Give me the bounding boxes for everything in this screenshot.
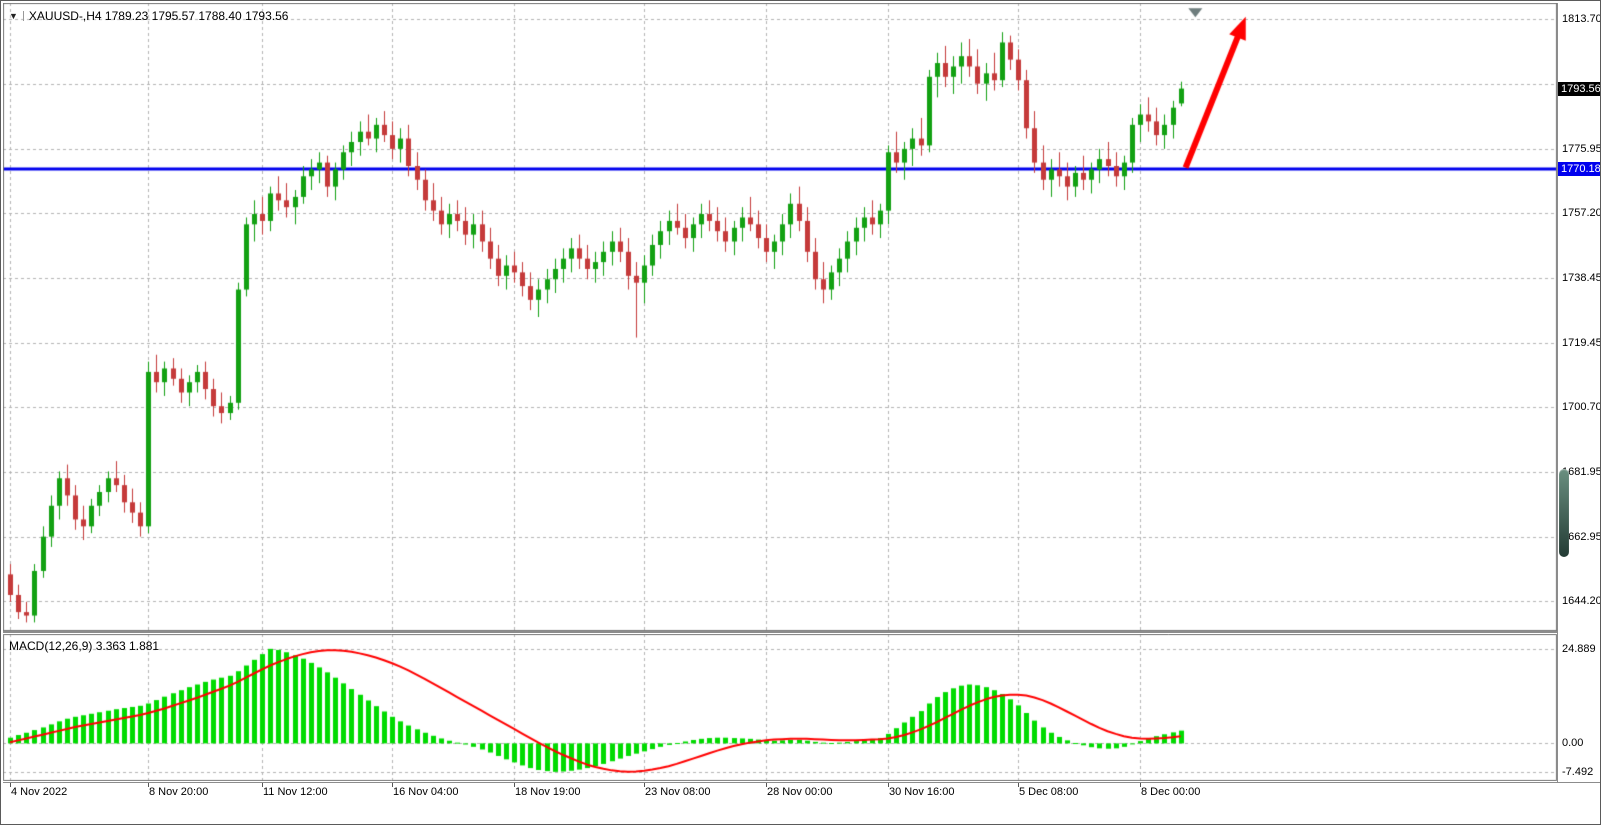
time-axis-tick — [644, 783, 645, 787]
scrollbar-thumb[interactable] — [1559, 469, 1569, 557]
time-axis-tick — [514, 783, 515, 787]
price-axis-label: 1662.95 — [1562, 530, 1601, 543]
time-axis-tick — [262, 783, 263, 787]
price-axis-label: 1719.45 — [1562, 336, 1601, 349]
macd-indicator-label: MACD(12,26,9) 3.363 1.881 — [9, 639, 160, 653]
price-axis-label: 1644.20 — [1562, 595, 1601, 608]
ohlc-header: ▼ XAUUSD-,H4 1789.23 1795.57 1788.40 179… — [9, 9, 288, 23]
time-axis-label: 11 Nov 12:00 — [263, 786, 328, 798]
pane-separator[interactable] — [3, 631, 1557, 633]
macd-axis-label: -7.492 — [1562, 765, 1594, 778]
symbol-dropdown-icon[interactable]: ▼ — [9, 11, 24, 21]
price-axis-label: 1681.95 — [1562, 465, 1601, 478]
price-axis-label: 1775.95 — [1562, 143, 1601, 156]
time-axis-tick — [10, 783, 11, 787]
time-axis-label: 30 Nov 16:00 — [889, 786, 955, 798]
price-axis-label: 1813.70 — [1562, 13, 1601, 26]
time-axis-label: 28 Nov 00:00 — [767, 786, 833, 798]
time-axis-tick — [392, 783, 393, 787]
time-axis-tick — [888, 783, 889, 787]
time-axis-label: 23 Nov 08:00 — [645, 786, 711, 798]
main-chart-canvas[interactable] — [3, 3, 1557, 631]
macd-indicator-canvas[interactable] — [3, 634, 1557, 781]
time-axis-tick — [148, 783, 149, 787]
time-axis-tick — [1140, 783, 1141, 787]
price-axis-label: 1700.70 — [1562, 401, 1601, 414]
time-axis-tick — [766, 783, 767, 787]
time-axis-label: 16 Nov 04:00 — [393, 786, 459, 798]
ohlc-text: XAUUSD-,H4 1789.23 1795.57 1788.40 1793.… — [28, 9, 289, 23]
time-axis[interactable]: 4 Nov 2022 8 Nov 20:00 11 Nov 12:00 16 Nov … — [3, 783, 1557, 807]
price-axis-label: 1738.45 — [1562, 271, 1601, 284]
hline-price-tag: 1770.18 — [1558, 161, 1600, 176]
price-axis-label: 1757.20 — [1562, 207, 1601, 220]
current-price-tag: 1793.56 — [1558, 81, 1600, 96]
time-axis-label: 8 Nov 20:00 — [149, 786, 209, 798]
macd-axis-label: 24.889 — [1562, 642, 1596, 655]
time-axis-label: 18 Nov 19:00 — [515, 786, 581, 798]
time-axis-label: 4 Nov 2022 — [11, 786, 68, 798]
time-axis-label: 8 Dec 00:00 — [1141, 786, 1201, 798]
time-axis-label: 5 Dec 08:00 — [1019, 786, 1079, 798]
time-axis-tick — [1018, 783, 1019, 787]
macd-axis-label: 0.00 — [1562, 737, 1584, 750]
price-axis-separator — [1557, 3, 1558, 782]
time-axis-separator — [3, 782, 1600, 783]
